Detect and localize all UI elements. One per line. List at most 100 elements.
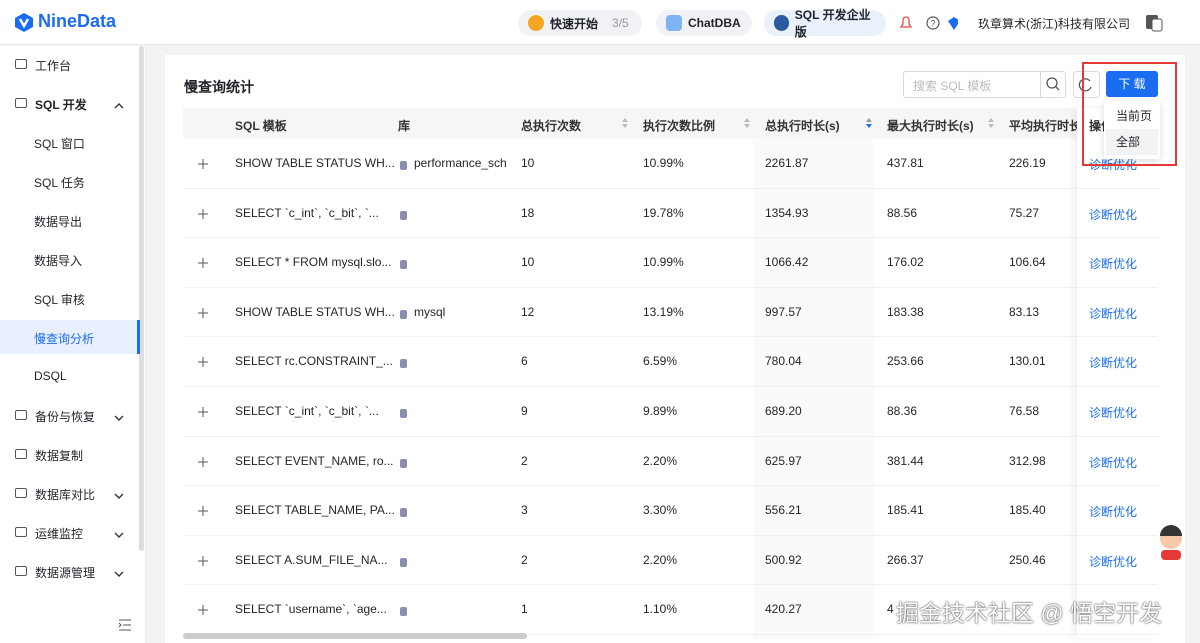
menu-item[interactable]: 数据源管理: [35, 566, 96, 580]
cell: 18: [521, 205, 535, 220]
collapse-icon[interactable]: [118, 619, 132, 631]
submenu-item[interactable]: 慢查询分析: [34, 332, 95, 346]
h-scrollbar: [183, 633, 527, 639]
cell: 10.99%: [643, 255, 684, 270]
db-icon: [400, 308, 407, 319]
row-divider: [183, 187, 1158, 189]
cell: SELECT EVENT_NAME, ro...: [235, 453, 394, 468]
sorted-col: [753, 139, 873, 639]
expand-icon: [198, 158, 208, 169]
sidebar-scrollbar: [139, 46, 144, 551]
action-link[interactable]: 诊断优化: [1089, 455, 1138, 470]
submenu-item[interactable]: SQL 窗口: [34, 137, 85, 151]
submenu-item[interactable]: SQL 审核: [34, 293, 85, 307]
refresh-button[interactable]: [1073, 71, 1100, 98]
page-title: 慢查询统计: [184, 79, 254, 95]
edition[interactable]: SQL 开发企业版: [764, 8, 886, 39]
submenu-item[interactable]: 数据导入: [34, 254, 83, 268]
header-icons[interactable]: ?: [898, 15, 958, 31]
menu-item[interactable]: 工作台: [35, 59, 72, 73]
action-link[interactable]: 诊断优化: [1089, 554, 1138, 569]
action-link[interactable]: 诊断优化: [1089, 406, 1138, 420]
chatdba-icon: [666, 15, 682, 31]
cell: 83.13: [1009, 304, 1040, 319]
cell: SHOW TABLE STATUS WH...: [235, 304, 395, 319]
chatdba[interactable]: ChatDBA: [656, 10, 752, 36]
quick-start[interactable]: 快速开始 3/5: [518, 10, 642, 36]
row-divider: [183, 534, 1158, 536]
cell: 9: [521, 404, 528, 418]
cell: 10: [521, 156, 535, 170]
menu-icon: [14, 96, 28, 110]
logo[interactable]: NineData: [38, 11, 117, 31]
column-header: SQL 模板: [235, 119, 287, 133]
highlight-box: [1082, 62, 1177, 166]
org-name[interactable]: 玖章算术(浙江)科技有限公司: [978, 17, 1130, 31]
cell: 2: [521, 552, 528, 567]
menu-item[interactable]: 当前页: [1116, 109, 1153, 123]
cell: 780.04: [765, 354, 802, 369]
expand-icon: [198, 307, 208, 318]
db-icon: [400, 258, 407, 270]
chevron: [114, 567, 124, 577]
cell: 250.46: [1009, 552, 1046, 567]
cell: 253.66: [887, 354, 924, 369]
cell: 381.44: [887, 453, 924, 468]
cell: 2.20%: [643, 453, 678, 468]
cell: 183.38: [887, 304, 924, 319]
cell: SHOW TABLE STATUS WH...: [235, 156, 395, 170]
cell: 13.19%: [643, 304, 684, 319]
cell: SELECT A.SUM_FILE_NA...: [235, 552, 388, 567]
cell: 2261.87: [765, 156, 809, 170]
language-icon[interactable]: [1145, 14, 1163, 32]
menu-item[interactable]: 数据复制: [35, 449, 84, 463]
action-link[interactable]: 诊断优化: [1089, 356, 1138, 371]
cell: 625.97: [765, 453, 802, 468]
expand-icon: [198, 604, 208, 616]
cell: mysql: [414, 304, 446, 319]
action-link[interactable]: 诊断优化: [1089, 505, 1138, 520]
cell: 1354.93: [765, 205, 809, 220]
action-link[interactable]: 诊断优化: [1089, 306, 1138, 321]
cell: 556.21: [765, 503, 802, 518]
menu-item[interactable]: 运维监控: [35, 527, 84, 541]
edition-label: SQL 开发企业版: [794, 8, 871, 39]
cell: 3.30%: [643, 503, 678, 518]
svg-text:?: ?: [930, 19, 935, 29]
menu-item[interactable]: SQL 开发: [35, 98, 87, 112]
submenu-item[interactable]: DSQL: [34, 369, 67, 383]
cell: 6.59%: [643, 354, 678, 369]
db-icon: [400, 407, 407, 418]
action-link[interactable]: 诊断优化: [1089, 257, 1138, 272]
db-icon: [400, 209, 407, 220]
menu-item[interactable]: 全部: [1106, 129, 1158, 155]
search-box[interactable]: [903, 71, 1066, 98]
search-button[interactable]: [1040, 72, 1066, 97]
db-icon: [400, 556, 407, 567]
chevron: [114, 489, 124, 499]
cell: 9.89%: [643, 404, 678, 418]
expand-icon: [198, 505, 208, 517]
cell: 312.98: [1009, 453, 1046, 468]
quick-start-label: 快速开始: [550, 16, 599, 31]
submenu-item[interactable]: SQL 任务: [34, 176, 85, 190]
progress: 3/5: [612, 16, 629, 30]
assistant-avatar[interactable]: [1155, 524, 1187, 562]
cell: 2.20%: [643, 552, 678, 567]
cell: 689.20: [765, 404, 802, 418]
db-icon: [400, 457, 407, 468]
submenu-item[interactable]: 数据导出: [34, 215, 83, 229]
sort-icon: [743, 117, 751, 129]
chevron: [114, 411, 124, 421]
menu-item[interactable]: 数据库对比: [35, 488, 96, 502]
menu-item[interactable]: 备份与恢复: [35, 410, 96, 424]
row-divider: [183, 485, 1158, 487]
cell: SELECT `c_int`, `c_bit`, `...: [235, 404, 379, 418]
cell: 437.81: [887, 156, 924, 170]
action-link[interactable]: 诊断优化: [1089, 207, 1138, 222]
sort-icon: [621, 117, 629, 129]
menu-icon: [14, 564, 28, 578]
download-button[interactable]: 下 载: [1106, 71, 1158, 97]
action-col: [1077, 108, 1158, 638]
